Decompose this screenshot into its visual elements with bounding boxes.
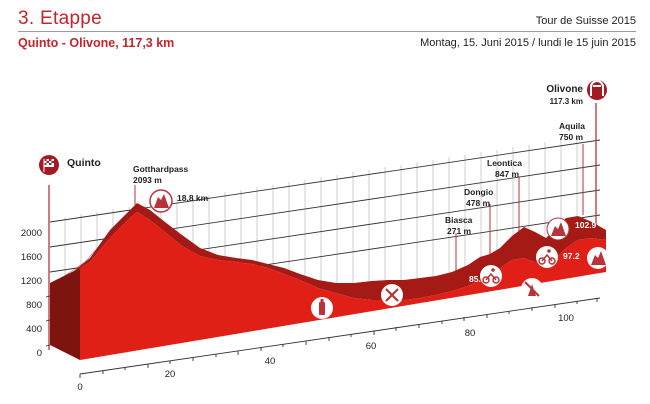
hc-climb-icon bbox=[149, 189, 173, 213]
cat2-climb-icon bbox=[546, 217, 570, 241]
profile-side bbox=[50, 268, 80, 360]
y-axis-labels: 2000 1600 1200 800 400 0 bbox=[21, 228, 42, 359]
cat3-climb-icon bbox=[587, 247, 609, 269]
sprint-bike-icon-2 bbox=[536, 246, 558, 268]
y-axis-ticks bbox=[45, 295, 51, 347]
feed-zone-icon bbox=[381, 284, 403, 306]
svg-text:750 m: 750 m bbox=[559, 132, 584, 142]
profile-top bbox=[50, 203, 606, 300]
svg-text:Gotthardpass: Gotthardpass bbox=[133, 164, 189, 174]
water-bottle-icon bbox=[311, 297, 333, 319]
svg-text:Biasca: Biasca bbox=[445, 215, 473, 225]
svg-text:800: 800 bbox=[26, 300, 42, 311]
svg-text:847 m: 847 m bbox=[495, 169, 520, 179]
sprint-1-km: 85.9 bbox=[469, 274, 486, 284]
profile-front bbox=[80, 212, 606, 360]
svg-text:2000: 2000 bbox=[21, 228, 42, 239]
svg-text:1200: 1200 bbox=[21, 276, 42, 287]
svg-text:20: 20 bbox=[165, 369, 176, 380]
stage-date: Montag, 15. Juni 2015 / lundi le 15 juin… bbox=[420, 37, 636, 49]
svg-text:100: 100 bbox=[558, 313, 574, 324]
start-label: Quinto bbox=[67, 157, 101, 169]
svg-text:40: 40 bbox=[265, 356, 276, 367]
no-feeding-icon bbox=[521, 278, 543, 300]
svg-text:1600: 1600 bbox=[21, 252, 42, 263]
climb-3-km: 111.1 bbox=[613, 254, 634, 264]
finish-label: Olivone bbox=[546, 84, 583, 95]
route-label: Quinto - Olivone, 117,3 km bbox=[18, 36, 175, 50]
finish-km: 117.3 km bbox=[550, 97, 583, 106]
svg-text:0: 0 bbox=[77, 382, 82, 393]
x-axis: 0 20 40 60 80 100 bbox=[77, 297, 601, 393]
place-labels: Gotthardpass 2093 m Biasca 271 m Dongio … bbox=[133, 121, 585, 236]
stage-title: 3. Etappe bbox=[18, 8, 103, 29]
sprint-2-km: 97.2 bbox=[563, 251, 580, 261]
finish-arch-icon bbox=[587, 80, 607, 100]
svg-text:0: 0 bbox=[37, 348, 42, 359]
svg-text:Leontica: Leontica bbox=[487, 158, 522, 168]
svg-text:2093 m: 2093 m bbox=[133, 175, 162, 185]
svg-text:Dongio: Dongio bbox=[464, 187, 493, 197]
svg-text:271 m: 271 m bbox=[447, 226, 472, 236]
svg-text:478 m: 478 m bbox=[466, 198, 491, 208]
svg-text:400: 400 bbox=[26, 324, 42, 335]
sprint-bike-icon bbox=[480, 265, 502, 287]
start-flag-icon bbox=[39, 155, 59, 175]
header-divider bbox=[18, 31, 636, 32]
race-name: Tour de Suisse 2015 bbox=[535, 15, 636, 27]
hc-climb-km: 18.8 km bbox=[177, 193, 209, 203]
svg-text:60: 60 bbox=[366, 341, 377, 352]
climb-2-km: 102.9 bbox=[575, 220, 597, 230]
svg-text:Aquila: Aquila bbox=[559, 121, 585, 131]
svg-text:80: 80 bbox=[465, 328, 476, 339]
